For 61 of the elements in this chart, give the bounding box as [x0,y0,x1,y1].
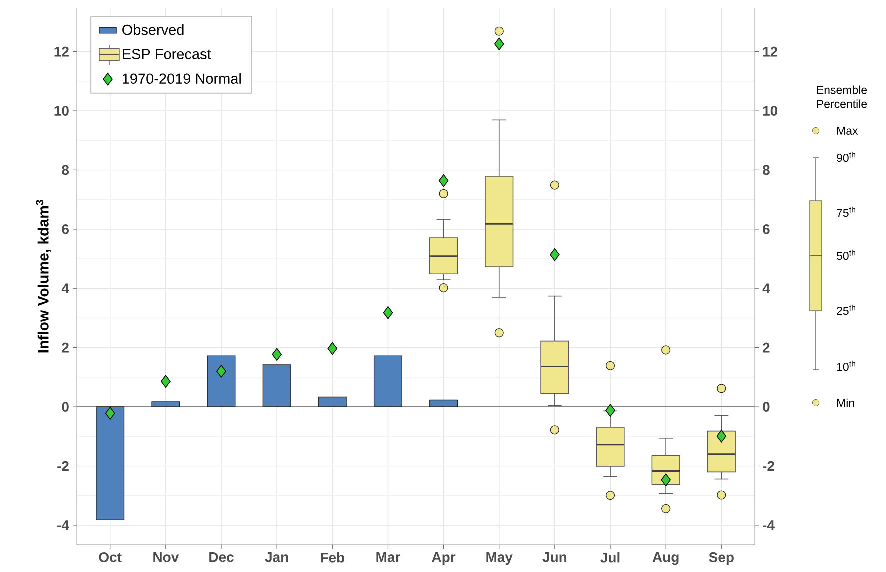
y2-tick-label: -4 [763,520,775,530]
point [216,365,226,378]
y-tick-label: 12 [54,46,69,57]
y2-tick-label: 8 [762,165,770,176]
y2-tick-label: 4 [762,284,770,294]
y-tick-label: 4 [62,284,70,294]
legend-label: 1970-2019 Normal [122,73,241,84]
x-tick-label: Apr [432,552,456,566]
x-tick-label: Feb [321,552,345,563]
bar [262,364,292,408]
bar [207,356,236,408]
y2-tick-label: 12 [763,46,778,57]
y2-tick-label: -2 [763,461,774,472]
legend-label: ESP Forecast [123,49,212,60]
text: 50$^{th}$ [836,250,856,260]
y2-tick-label: 0 [763,402,770,412]
y2-tick-label: 6 [763,224,770,234]
text: 75$^{th}$ [837,206,856,218]
bar [318,396,347,408]
bar [430,400,458,408]
y-tick-label: 0 [62,402,69,412]
point [328,342,338,356]
y-tick-label: 2 [62,342,69,353]
point [661,474,671,487]
x-tick-label: Oct [99,552,122,562]
bar [96,406,125,520]
text: Min [837,398,854,408]
text: Ensemble Percentile [817,86,868,108]
text: 25$^{th}$ [837,304,856,316]
y-tick-label: -2 [58,461,69,472]
y-tick-label: 8 [62,165,70,176]
point [105,407,116,420]
x-tick-label: Jul [600,552,620,563]
point [383,306,394,320]
point [550,248,560,262]
legend-label: Observed [122,24,184,36]
x-tick-label: Dec [210,552,234,562]
x-tick-label: Jan [265,552,288,562]
text: 90$^{th}$ [837,152,856,162]
point [716,430,727,443]
point [606,404,616,417]
y-tick-label: 6 [62,224,69,234]
point [272,348,282,362]
text: 10$^{th}$ [837,360,856,372]
point [438,174,449,188]
point [494,38,504,51]
y2-tick-label: 10 [763,106,778,116]
y-tick-label: -4 [58,520,70,530]
text: Max [837,126,858,135]
y-axis-title: Inflow Volume, kdam$^{3}$ [36,200,52,353]
x-tick-label: Sep [709,552,734,566]
y-tick-label: 10 [54,106,69,116]
x-tick-label: Nov [154,552,180,562]
x-tick-label: Jun [542,552,567,562]
x-tick-label: May [486,552,513,566]
y2-tick-label: 2 [763,342,770,353]
x-tick-label: Mar [376,552,400,562]
bar [374,356,402,408]
bar [152,402,180,408]
point [161,375,171,388]
x-tick-label: Aug [652,552,679,566]
